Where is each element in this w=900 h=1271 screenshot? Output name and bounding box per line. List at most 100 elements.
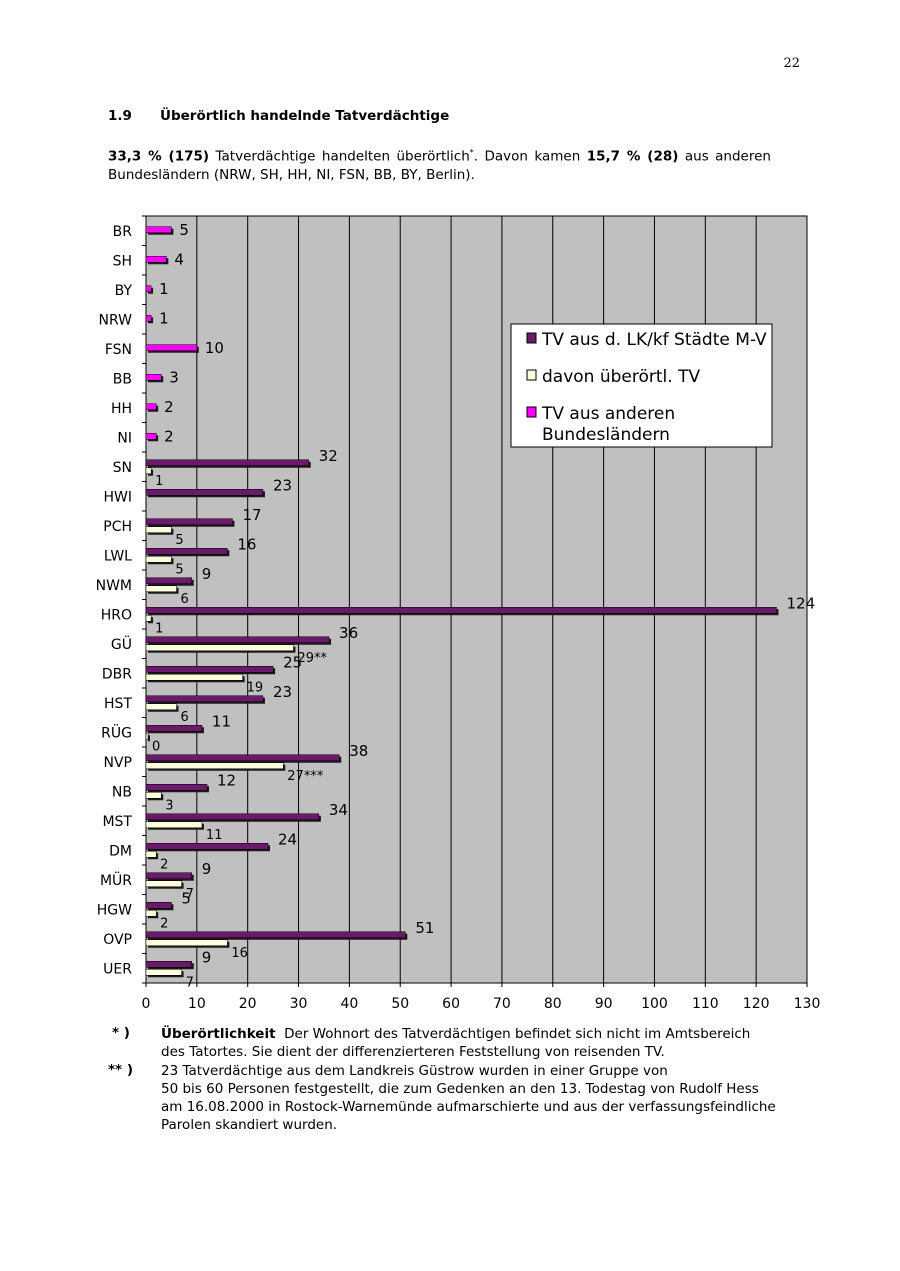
y-category-label: NRW [99,312,133,328]
data-label-lk-mv: 23 [273,476,292,494]
y-category-label: BY [115,283,133,299]
x-tick-label: 100 [641,996,668,1012]
x-tick-label: 120 [743,996,770,1012]
y-category-label: HST [104,696,132,712]
bar-lk-mv [145,725,203,732]
bar-overlocal [145,851,157,858]
y-category-label: SH [113,253,132,269]
data-label-lk-mv: 25 [283,653,302,671]
bar-lk-mv [145,548,228,555]
data-label-other-states: 5 [179,221,189,239]
y-category-label: RÜG [101,723,132,741]
legend-swatch [526,332,537,344]
bar-other-states [145,226,172,233]
y-category-label: HRO [101,607,132,623]
data-label-lk-mv: 12 [217,771,236,789]
data-label-lk-mv: 36 [339,624,358,642]
bar-lk-mv [145,961,193,968]
y-category-label: DBR [102,666,132,682]
bar-overlocal [145,703,177,710]
bar-other-states [145,403,157,410]
bar-lk-mv [145,695,264,702]
section-number: 1.9 [108,108,132,124]
intro-text-3: aus anderen Bundesländern (NRW, SH, HH, … [108,148,771,183]
bar-other-states [145,285,152,292]
data-label-overlocal: 6 [181,592,189,607]
y-category-label: UER [103,961,132,977]
bar-overlocal [145,526,172,533]
legend-swatch [526,369,537,381]
y-category-label: BB [113,371,132,387]
data-label-lk-mv: 5 [181,889,191,907]
y-category-label: MST [102,814,132,830]
x-tick-label: 20 [239,996,257,1012]
data-label-lk-mv: 24 [278,830,297,848]
data-label-overlocal: 16 [231,946,248,961]
y-category-label: NB [112,784,132,800]
data-label-overlocal: 3 [165,798,173,813]
data-label-overlocal: 7 [186,975,194,990]
data-label-overlocal: 0 [152,739,160,754]
bar-overlocal [145,939,228,946]
bar-overlocal [145,762,284,769]
y-category-label: GÜ [111,635,132,653]
y-category-label: DM [109,843,132,859]
bar-lk-mv [145,518,233,525]
y-category-label: LWL [104,548,132,564]
y-category-label: OVP [103,932,132,948]
y-category-label: SN [113,460,132,476]
y-category-label: NWM [96,578,132,594]
legend-label: davon überörtl. TV [542,367,700,387]
bar-overlocal [145,467,152,474]
x-tick-label: 90 [595,996,613,1012]
footnote-2-line-1: 23 Tatverdächtige aus dem Landkreis Güst… [161,1063,668,1079]
intro-percent-2: 15,7 % (28) [586,148,679,165]
x-tick-label: 10 [188,996,206,1012]
legend-box [510,323,773,448]
footnote-1-line-1: Der Wohnort des Tatverdächtigen befindet… [284,1026,751,1042]
data-label-overlocal: 19 [247,680,264,695]
x-tick-label: 60 [442,996,460,1012]
intro-text-2: . Davon kamen [473,148,581,165]
data-label-lk-mv: 23 [273,683,292,701]
bar-lk-mv [145,843,269,850]
bar-lk-mv [145,459,309,466]
data-label-overlocal: 27*** [287,769,324,784]
bar-overlocal [145,733,149,740]
y-category-label: BR [113,224,133,240]
y-category-label: HWI [104,489,133,505]
footnote-1-mark: * ) [112,1025,130,1041]
data-label-overlocal: 5 [175,562,183,577]
intro-paragraph: 33,3 % (175) Tatverdächtige handelten üb… [108,144,771,184]
data-label-overlocal: 1 [155,621,163,636]
data-label-lk-mv: 9 [202,565,212,583]
data-label-lk-mv: 9 [202,860,212,878]
data-label-overlocal: 7 [186,887,194,902]
x-tick-label: 80 [544,996,562,1012]
data-label-other-states: 1 [159,309,169,327]
y-category-label: MÜR [100,871,132,889]
section-title: Überörtlich handelnde Tatverdächtige [160,108,450,124]
data-label-lk-mv: 34 [329,801,348,819]
footnote-2-mark: ** ) [108,1062,133,1078]
data-label-overlocal: 2 [160,857,168,872]
bar-other-states [145,256,167,263]
y-category-label: HGW [97,902,132,918]
bar-overlocal [145,821,203,828]
y-category-label: FSN [105,342,132,358]
bar-overlocal [145,644,294,651]
footnote-1: Überörtlichkeit Der Wohnort des Tatverdä… [161,1025,750,1061]
bar-lk-mv [145,577,193,584]
bar-other-states [145,315,152,322]
bar-overlocal [145,969,182,976]
footnote-2: 23 Tatverdächtige aus dem Landkreis Güst… [161,1062,776,1134]
bar-lk-mv [145,931,406,938]
bar-lk-mv [145,784,208,791]
bar-lk-mv [145,489,264,496]
bar-other-states [145,344,198,351]
data-label-other-states: 3 [169,368,179,386]
data-label-other-states: 4 [174,250,184,268]
legend-swatch [526,406,537,418]
bar-lk-mv [145,607,777,614]
